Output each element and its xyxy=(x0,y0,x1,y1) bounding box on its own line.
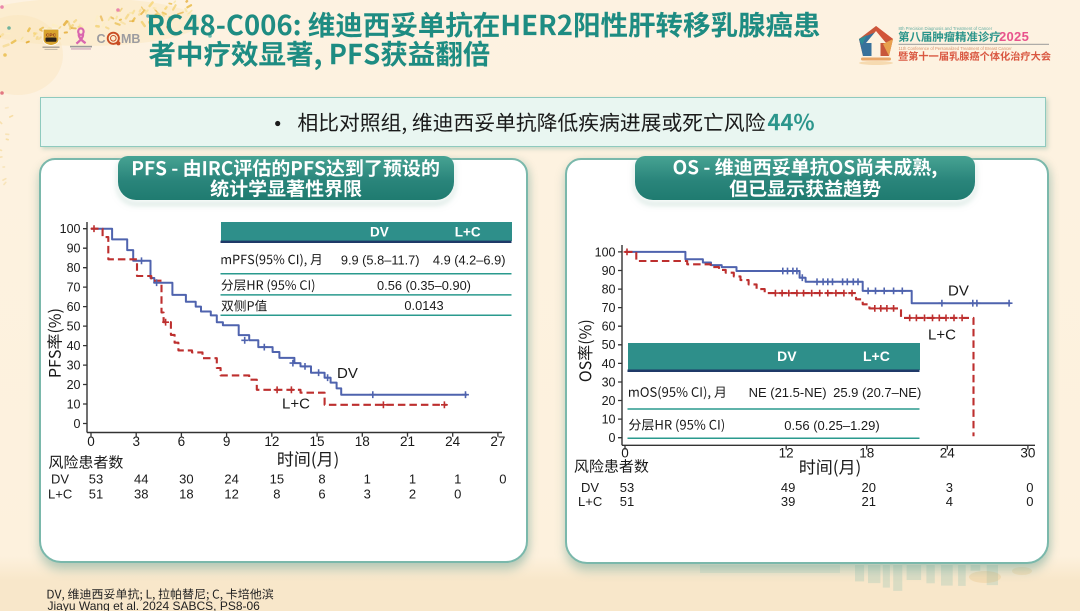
svg-text:0.56 (0.25–1.29): 0.56 (0.25–1.29) xyxy=(784,418,879,433)
svg-text:38: 38 xyxy=(134,487,148,502)
svg-text:24: 24 xyxy=(224,472,238,487)
svg-text:21: 21 xyxy=(400,434,415,449)
svg-text:1: 1 xyxy=(364,472,371,487)
svg-text:3: 3 xyxy=(946,480,953,495)
svg-text:0.56 (0.35–0.90): 0.56 (0.35–0.90) xyxy=(377,278,471,293)
svg-text:6: 6 xyxy=(318,487,325,502)
svg-text:4: 4 xyxy=(946,494,953,509)
svg-text:27: 27 xyxy=(490,434,505,449)
svg-text:3: 3 xyxy=(132,434,140,449)
svg-text:DV: DV xyxy=(948,283,969,300)
svg-text:0: 0 xyxy=(1026,494,1033,509)
svg-text:DV: DV xyxy=(51,472,69,487)
svg-text:100: 100 xyxy=(595,245,616,259)
svg-text:2: 2 xyxy=(409,487,416,502)
svg-text:12: 12 xyxy=(224,487,238,502)
svg-text:10: 10 xyxy=(602,413,616,427)
svg-text:90: 90 xyxy=(602,264,616,278)
svg-text:0: 0 xyxy=(499,472,506,487)
svg-text:18: 18 xyxy=(859,446,874,461)
svg-text:70: 70 xyxy=(602,301,616,315)
svg-text:12: 12 xyxy=(264,434,279,449)
svg-text:DV: DV xyxy=(777,348,797,364)
svg-text:L+C: L+C xyxy=(48,487,72,502)
svg-text:49: 49 xyxy=(781,480,795,495)
svg-text:8th Precision Diagnosis and Tr: 8th Precision Diagnosis and Treatment of… xyxy=(899,26,993,31)
svg-text:DV: DV xyxy=(581,480,599,495)
svg-text:11th Conference of Personalize: 11th Conference of Personalized Treatmen… xyxy=(899,46,1013,51)
svg-text:0: 0 xyxy=(87,434,95,449)
svg-text:60: 60 xyxy=(602,320,616,334)
svg-text:20: 20 xyxy=(67,378,81,392)
svg-text:40: 40 xyxy=(67,339,81,353)
svg-text:3: 3 xyxy=(364,487,371,502)
svg-text:30: 30 xyxy=(602,375,616,389)
svg-text:51: 51 xyxy=(89,487,103,502)
svg-text:CPC: CPC xyxy=(46,32,57,38)
svg-text:0: 0 xyxy=(609,431,616,445)
svg-text:0: 0 xyxy=(74,417,81,431)
svg-text:9.9 (5.8–11.7): 9.9 (5.8–11.7) xyxy=(341,252,420,267)
svg-text:24: 24 xyxy=(940,446,956,461)
svg-text:30: 30 xyxy=(1020,446,1035,461)
svg-text:MB: MB xyxy=(121,32,140,46)
svg-text:20: 20 xyxy=(602,394,616,408)
svg-text:0: 0 xyxy=(454,487,461,502)
svg-text:L+C: L+C xyxy=(282,396,310,413)
svg-text:6: 6 xyxy=(178,434,186,449)
svg-text:30: 30 xyxy=(67,358,81,372)
svg-text:12: 12 xyxy=(779,446,794,461)
svg-text:2025: 2025 xyxy=(999,29,1029,44)
svg-text:70: 70 xyxy=(67,281,81,295)
svg-text:20: 20 xyxy=(862,480,876,495)
svg-text:15: 15 xyxy=(310,434,325,449)
svg-text:Jiayu Wang et al. 2024 SABCS,: Jiayu Wang et al. 2024 SABCS, PS8-06 xyxy=(48,599,261,611)
svg-text:80: 80 xyxy=(67,261,81,275)
svg-text:90: 90 xyxy=(67,242,81,256)
svg-text:1: 1 xyxy=(409,472,416,487)
svg-text:18: 18 xyxy=(179,487,193,502)
svg-text:L+C: L+C xyxy=(455,224,481,239)
svg-text:L+C: L+C xyxy=(578,494,602,509)
svg-text:18: 18 xyxy=(355,434,370,449)
svg-text:80: 80 xyxy=(602,282,616,296)
svg-text:0: 0 xyxy=(1026,480,1033,495)
svg-text:1: 1 xyxy=(454,472,461,487)
svg-text:8: 8 xyxy=(273,487,280,502)
svg-text:L+C: L+C xyxy=(863,348,890,364)
svg-text:44: 44 xyxy=(134,472,148,487)
svg-text:15: 15 xyxy=(270,472,284,487)
svg-text:DV: DV xyxy=(337,365,358,382)
svg-text:8: 8 xyxy=(318,472,325,487)
svg-text:4.9 (4.2–6.9): 4.9 (4.2–6.9) xyxy=(433,252,506,267)
svg-text:100: 100 xyxy=(60,222,81,236)
svg-text:50: 50 xyxy=(602,338,616,352)
svg-text:NE (21.5-NE): NE (21.5-NE) xyxy=(749,385,827,400)
svg-text:21: 21 xyxy=(862,494,876,509)
svg-text:24: 24 xyxy=(445,434,461,449)
svg-text:0: 0 xyxy=(621,446,629,461)
svg-text:L+C: L+C xyxy=(928,327,956,344)
svg-text:30: 30 xyxy=(179,472,193,487)
svg-text:39: 39 xyxy=(781,494,795,509)
svg-text:53: 53 xyxy=(620,480,634,495)
svg-text:DV: DV xyxy=(370,224,389,239)
svg-text:0.0143: 0.0143 xyxy=(404,298,443,313)
svg-text:9: 9 xyxy=(223,434,231,449)
svg-text:53: 53 xyxy=(89,472,103,487)
svg-text:60: 60 xyxy=(67,300,81,314)
svg-text:40: 40 xyxy=(602,357,616,371)
svg-text:51: 51 xyxy=(620,494,634,509)
svg-text:25.9 (20.7–NE): 25.9 (20.7–NE) xyxy=(833,385,921,400)
svg-text:50: 50 xyxy=(67,320,81,334)
svg-text:10: 10 xyxy=(67,397,81,411)
svg-text:C: C xyxy=(97,32,106,46)
